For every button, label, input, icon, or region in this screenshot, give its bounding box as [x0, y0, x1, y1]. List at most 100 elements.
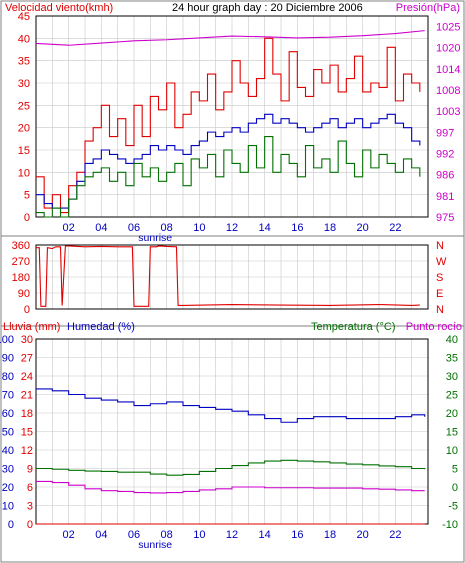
- rain-axis-label: Lluvia (mm): [3, 321, 60, 333]
- series-line-velocidad-m-nima: [36, 136, 421, 218]
- pressure-tick-label: 1008: [436, 85, 460, 97]
- pressure-tick-label: 975: [436, 212, 454, 224]
- pressure-tick-label: 997: [436, 127, 454, 139]
- wind-speed-tick-label: 45: [18, 11, 30, 23]
- panel1-x-tick-label: 10: [193, 222, 205, 234]
- temperature-tick-label: 40: [446, 334, 458, 346]
- wind-direction-tick-label: 270: [12, 256, 30, 268]
- panel3-x-tick-label: 02: [63, 529, 75, 541]
- panel3-x-tick-label: 06: [128, 529, 140, 541]
- humidity-tick-label: 0: [8, 519, 14, 531]
- series-line-temperatura: [36, 459, 426, 476]
- wind-speed-tick-label: 10: [18, 167, 30, 179]
- rain-tick-label: 18: [21, 408, 33, 420]
- humidity-tick-label: 20: [2, 482, 14, 494]
- temperature-tick-label: -5: [448, 501, 458, 513]
- pressure-tick-label: 1025: [436, 22, 460, 34]
- humidity-tick-label: 80: [2, 371, 14, 383]
- compass-tick-label: S: [436, 272, 443, 284]
- rain-tick-label: 0: [27, 519, 33, 531]
- panel1-x-tick-label: 22: [389, 222, 401, 234]
- pressure-tick-label: 1014: [436, 64, 460, 76]
- panel1-plot-border: [35, 15, 429, 218]
- temperature-tick-label: 30: [446, 371, 458, 383]
- panel-rain-humidity-temp: 1009080706050403020100302724211815129630…: [0, 334, 458, 551]
- panel1-x-tick-label: 16: [291, 222, 303, 234]
- pressure-axis-label: Presión(hPa): [396, 2, 460, 14]
- wind-speed-tick-label: 0: [24, 212, 30, 224]
- humidity-tick-label: 90: [2, 353, 14, 365]
- compass-tick-label: E: [436, 288, 443, 300]
- rain-tick-label: 6: [27, 482, 33, 494]
- rain-tick-label: 21: [21, 390, 33, 402]
- panel-wind-pressure: 4540353025201510501025102010141008100399…: [18, 11, 461, 244]
- pressure-tick-label: 986: [436, 170, 454, 182]
- temperature-tick-label: -10: [442, 519, 458, 531]
- wind-speed-tick-label: 5: [24, 190, 30, 202]
- rain-tick-label: 24: [21, 371, 33, 383]
- rain-tick-label: 27: [21, 353, 33, 365]
- series-line-wind-direction: [36, 245, 420, 307]
- rain-tick-label: 12: [21, 445, 33, 457]
- panel3-x-tick-label: 10: [193, 529, 205, 541]
- wind-speed-tick-label: 35: [18, 56, 30, 68]
- wind-direction-tick-label: 90: [18, 288, 30, 300]
- series-line-velocidad-viento: [36, 37, 421, 214]
- rain-tick-label: 3: [27, 501, 33, 513]
- wind-speed-axis-label: Velocidad viento(kmh): [5, 2, 113, 14]
- panel1-sunrise-label: sunrise: [138, 232, 172, 244]
- panel1-x-tick-label: 14: [259, 222, 271, 234]
- pressure-tick-label: 1020: [436, 43, 460, 55]
- panel-2-frame: [0, 235, 465, 327]
- panel-3-frame: [0, 325, 465, 563]
- panel1-x-tick-label: 08: [161, 222, 173, 234]
- compass-tick-label: N: [436, 304, 444, 316]
- pressure-tick-label: 1003: [436, 106, 460, 118]
- wind-direction-tick-label: 360: [12, 240, 30, 252]
- humidity-axis-label: Humedad (%): [67, 321, 135, 333]
- temperature-axis-label: Temperatura (°C): [311, 321, 395, 333]
- panel3-x-tick-label: 04: [95, 529, 107, 541]
- wind-direction-tick-label: 0: [24, 304, 30, 316]
- panel2-plot-border: [35, 244, 429, 310]
- panel3-x-tick-label: 22: [389, 529, 401, 541]
- wind-speed-tick-label: 30: [18, 78, 30, 90]
- series-line-presi-n: [35, 30, 425, 46]
- chart-title: 24 hour graph day : 20 Diciembre 2006: [172, 2, 363, 14]
- compass-tick-label: W: [436, 256, 447, 268]
- rain-tick-label: 15: [21, 427, 33, 439]
- humidity-tick-label: 30: [2, 464, 14, 476]
- temperature-tick-label: 0: [452, 482, 458, 494]
- humidity-tick-label: 70: [2, 390, 14, 402]
- humidity-tick-label: 100: [0, 334, 14, 346]
- panel1-x-tick-label: 12: [226, 222, 238, 234]
- panel3-x-tick-label: 18: [324, 529, 336, 541]
- panel1-x-tick-label: 04: [95, 222, 107, 234]
- panel3-x-tick-label: 14: [259, 529, 271, 541]
- panel1-x-tick-label: 02: [63, 222, 75, 234]
- humidity-tick-label: 40: [2, 445, 14, 457]
- wind-speed-tick-label: 40: [18, 33, 30, 45]
- series-line-humedad: [36, 388, 426, 423]
- pressure-tick-label: 992: [436, 149, 454, 161]
- panel3-x-tick-label: 12: [226, 529, 238, 541]
- humidity-tick-label: 50: [2, 427, 14, 439]
- wind-speed-tick-label: 20: [18, 123, 30, 135]
- panel1-x-tick-label: 06: [128, 222, 140, 234]
- dew-point-axis-label: Punto rocío: [406, 321, 462, 333]
- panel1-x-tick-label: 18: [324, 222, 336, 234]
- series-line-racha-media: [36, 113, 421, 209]
- temperature-tick-label: 35: [446, 353, 458, 365]
- series-line-punto-roc-o: [36, 480, 425, 494]
- panel3-x-tick-label: 08: [161, 529, 173, 541]
- temperature-tick-label: 20: [446, 408, 458, 420]
- temperature-tick-label: 5: [452, 464, 458, 476]
- pressure-tick-label: 981: [436, 191, 454, 203]
- temperature-tick-label: 10: [446, 445, 458, 457]
- wind-speed-tick-label: 15: [18, 145, 30, 157]
- humidity-tick-label: 60: [2, 408, 14, 420]
- wind-direction-tick-label: 180: [12, 272, 30, 284]
